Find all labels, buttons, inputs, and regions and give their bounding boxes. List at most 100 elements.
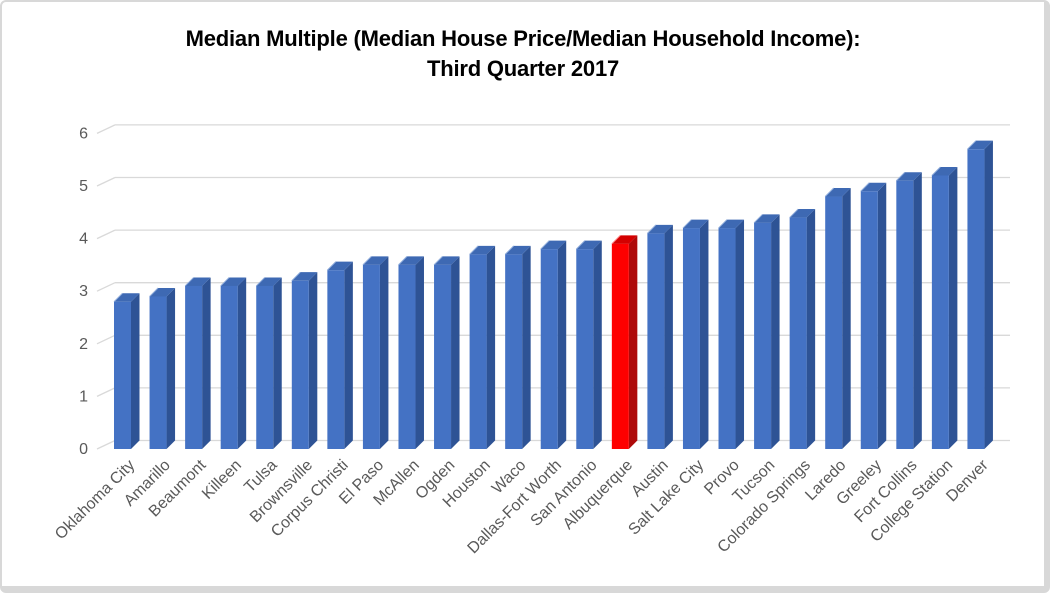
bar-front-face (362, 264, 380, 449)
bar-tucson (753, 213, 780, 449)
bar-side-face (451, 256, 460, 449)
bar-side-face (913, 172, 922, 450)
bar-top-edge (824, 187, 835, 197)
y-axis-label-2: 2 (79, 336, 88, 353)
bar-side-face (202, 277, 211, 449)
bar-top-edge (113, 292, 123, 303)
y-axis-label-6: 6 (79, 125, 88, 142)
bar-top-edge (184, 277, 194, 287)
bar-top-edge (611, 235, 621, 245)
bar-denver (967, 140, 993, 449)
bar-front-face (256, 285, 274, 449)
bar-top-edge (575, 240, 586, 250)
bar-top-edge (540, 240, 550, 250)
bar-side-face (557, 240, 567, 449)
bar-front-face (611, 243, 629, 449)
bar-san-antonio (575, 240, 602, 449)
bar-side-face (486, 245, 496, 449)
bar-top-edge (931, 166, 941, 176)
bar-side-face (806, 209, 816, 449)
bar-front-face (931, 175, 949, 450)
bar-provo (718, 219, 745, 449)
bar-side-face (664, 224, 673, 449)
bar-front-face (896, 180, 914, 450)
bar-front-face (398, 264, 416, 449)
bar-front-face (114, 301, 131, 449)
bar-top-edge (895, 171, 906, 182)
bar-top-edge (967, 140, 977, 150)
bar-top-edge (647, 224, 657, 234)
bar-top-edge (149, 287, 159, 297)
bar-top-edge (362, 256, 372, 266)
y-axis-tick-2 (96, 334, 116, 345)
bar-top-edge (398, 256, 408, 266)
bar-top-edge (433, 256, 443, 266)
bar-top-edge (682, 219, 692, 229)
y-axis-label-0: 0 (79, 441, 88, 458)
bar-front-face (967, 149, 985, 449)
bar-front-face (434, 264, 452, 449)
y-axis-tick-5 (96, 176, 116, 187)
bar-top-edge (718, 219, 728, 229)
bar-laredo (824, 187, 851, 449)
y-axis-tick-0 (96, 439, 116, 450)
bar-front-face (540, 249, 558, 449)
bar-college-station (931, 166, 958, 450)
chart-title: Median Multiple (Median House Price/Medi… (2, 24, 1044, 84)
bar-top-edge (220, 277, 230, 287)
bar-side-face (237, 277, 247, 449)
bar-fort-collins (895, 171, 922, 450)
bar-front-face (469, 254, 487, 449)
bar-front-face (576, 249, 594, 449)
bar-side-face (415, 256, 424, 449)
y-axis-label-3: 3 (79, 283, 88, 300)
bar-front-face (825, 196, 843, 449)
bar-side-face (344, 261, 353, 449)
bar-front-face (327, 270, 345, 449)
bar-side-face (379, 256, 389, 449)
bar-front-face (505, 254, 523, 449)
bar-colorado-springs (789, 208, 816, 449)
bar-side-face (131, 293, 140, 449)
bar-top-edge (504, 245, 515, 255)
bar-side-face (735, 219, 745, 449)
bar-top-edge (255, 277, 266, 287)
bar-front-face (220, 285, 238, 449)
bar-top-edge (291, 271, 301, 282)
bar-front-face (718, 228, 736, 449)
bar-top-edge (789, 208, 799, 218)
bar-top-face (256, 277, 282, 286)
bar-side-face (166, 287, 176, 449)
bar-top-edge (469, 245, 479, 255)
bar-dallas-fort-worth (540, 240, 567, 449)
bar-ogden (433, 256, 460, 449)
bar-brownsville (291, 271, 318, 449)
bar-side-face (842, 188, 851, 449)
y-axis-label-1: 1 (79, 388, 88, 405)
y-axis-tick-3 (96, 282, 116, 292)
bar-side-face (522, 245, 531, 449)
bar-front-face (789, 217, 807, 449)
x-axis-label-killeen: Killeen (199, 457, 245, 503)
bar-waco (504, 245, 531, 449)
bar-side-face (984, 140, 993, 449)
bar-salt-lake-city (682, 219, 709, 449)
y-axis-tick-4 (96, 229, 116, 240)
bar-oklahoma-city (113, 292, 140, 449)
bar-greeley (860, 182, 887, 449)
bar-amarillo (149, 287, 176, 449)
chart-title-line2: Third Quarter 2017 (426, 56, 620, 81)
bar-top-edge (753, 213, 763, 224)
bar-tulsa (255, 277, 282, 449)
bar-front-face (185, 285, 203, 449)
y-axis-label-5: 5 (79, 178, 88, 195)
bar-side-face (877, 182, 887, 449)
bar-side-face (771, 214, 780, 449)
bar-front-face (647, 233, 665, 449)
bar-top-edge (327, 261, 337, 271)
bar-front-face (149, 296, 167, 449)
y-axis-label-4: 4 (79, 231, 88, 248)
bar-mcallen (398, 256, 424, 449)
y-axis-tick-1 (96, 387, 116, 397)
